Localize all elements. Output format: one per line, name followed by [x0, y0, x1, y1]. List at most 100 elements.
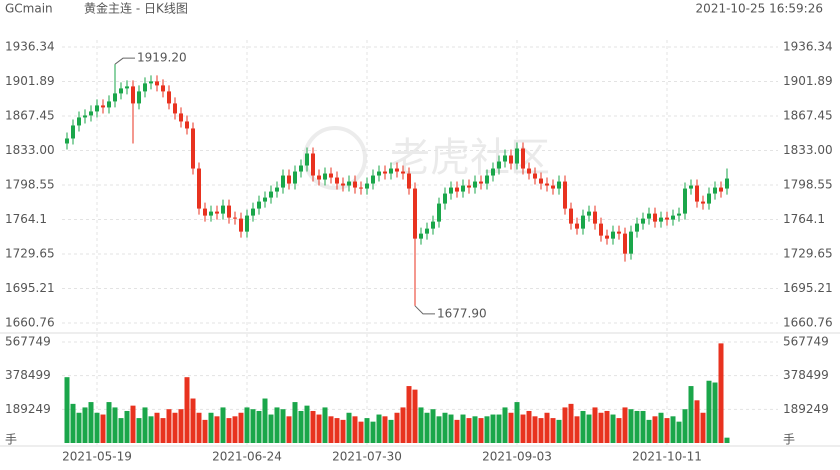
- candle-body: [365, 183, 369, 189]
- volume-bar: [502, 407, 508, 443]
- volume-bar: [208, 412, 214, 443]
- candle-body: [575, 223, 579, 229]
- volume-bar: [322, 407, 328, 443]
- y-tick-label-right: 1901.89: [783, 74, 833, 88]
- volume-bar: [598, 412, 604, 443]
- candle-body: [491, 168, 495, 176]
- volume-bar: [586, 414, 592, 443]
- candle-body: [377, 171, 381, 176]
- candle-body: [131, 86, 135, 104]
- candle-body: [353, 181, 357, 188]
- volume-bar: [292, 402, 298, 443]
- volume-bar: [520, 414, 526, 443]
- y-tick-label-right: 1660.76: [783, 316, 833, 330]
- volume-bar: [370, 421, 376, 443]
- candle-body: [725, 178, 729, 189]
- volume-bar: [280, 409, 286, 443]
- candle-body: [497, 161, 501, 169]
- candle-body: [521, 148, 525, 169]
- volume-bar: [574, 416, 580, 443]
- y-tick-label-left: 1833.00: [5, 143, 55, 157]
- volume-bar: [316, 414, 322, 443]
- volume-bar: [616, 418, 622, 443]
- candle-body: [263, 197, 267, 202]
- candle-body: [419, 233, 423, 239]
- candle-body: [305, 153, 309, 166]
- candle-body: [695, 185, 699, 202]
- volume-bar: [346, 412, 352, 443]
- volume-bar: [412, 389, 418, 443]
- volume-bar: [646, 419, 652, 443]
- volume-bar: [658, 412, 664, 443]
- volume-bar: [682, 409, 688, 443]
- volume-bar: [328, 416, 334, 443]
- volume-bar: [70, 403, 76, 443]
- candle-body: [659, 217, 663, 222]
- candle-body: [431, 221, 435, 229]
- candle-body: [473, 181, 477, 188]
- volume-bar: [112, 407, 118, 443]
- volume-bar: [610, 414, 616, 443]
- volume-bar: [700, 412, 706, 443]
- volume-bar: [508, 412, 514, 443]
- volume-bar: [238, 412, 244, 443]
- v-tick-label-right: 567749: [783, 335, 829, 349]
- candle-body: [557, 181, 561, 189]
- candle-body: [467, 185, 471, 188]
- candle-body: [443, 193, 447, 204]
- volume-bar: [202, 419, 208, 443]
- y-tick-label-left: 1901.89: [5, 74, 55, 88]
- candle-body: [455, 187, 459, 192]
- candle-body: [281, 175, 285, 188]
- candle-body: [113, 93, 117, 102]
- x-tick-label: 2021-06-24: [212, 450, 282, 464]
- candle-body: [275, 187, 279, 192]
- volume-bar: [568, 403, 574, 443]
- volume-bar: [394, 412, 400, 443]
- volume-bar: [526, 410, 532, 443]
- volume-unit-right: 手: [783, 433, 795, 447]
- candle-body: [89, 111, 93, 116]
- y-tick-label-right: 1867.45: [783, 108, 833, 122]
- candle-body: [533, 173, 537, 179]
- volume-bar: [148, 416, 154, 443]
- volume-bar: [532, 416, 538, 443]
- volume-bar: [358, 421, 364, 443]
- volume-bar: [334, 418, 340, 443]
- volume-bar: [430, 409, 436, 443]
- candle-body: [665, 217, 669, 220]
- volume-bar: [706, 380, 712, 443]
- volume-bar: [364, 418, 370, 443]
- candle-body: [617, 231, 621, 234]
- volume-bar: [712, 382, 718, 443]
- volume-bar: [628, 409, 634, 443]
- volume-bar: [340, 419, 346, 443]
- candle-body: [209, 211, 213, 216]
- max-leader: [114, 57, 135, 65]
- volume-bar: [190, 398, 196, 443]
- volume-bar: [688, 386, 694, 443]
- volume-bar: [622, 407, 628, 443]
- candle-body: [77, 117, 81, 126]
- candle-body: [95, 105, 99, 112]
- candle-body: [329, 173, 333, 178]
- symbol: GCmain: [5, 2, 53, 16]
- candle-body: [311, 153, 315, 176]
- volume-bar: [76, 412, 82, 443]
- candle-body: [161, 85, 165, 92]
- v-tick-label-right: 189249: [783, 402, 829, 416]
- candle-body: [269, 191, 273, 198]
- candle-body: [101, 105, 105, 108]
- candle-body: [605, 235, 609, 239]
- candle-body: [179, 113, 183, 122]
- volume-bar: [496, 414, 502, 443]
- candle-body: [323, 173, 327, 180]
- candle-body: [107, 101, 111, 108]
- candle-body: [245, 215, 249, 232]
- y-tick-label-left: 1660.76: [5, 316, 55, 330]
- candle-body: [611, 231, 615, 239]
- candle-body: [503, 155, 507, 162]
- y-tick-label-right: 1695.21: [783, 281, 833, 295]
- chart-name: 黄金主连 - 日K线图: [84, 1, 188, 16]
- volume-bar: [538, 418, 544, 443]
